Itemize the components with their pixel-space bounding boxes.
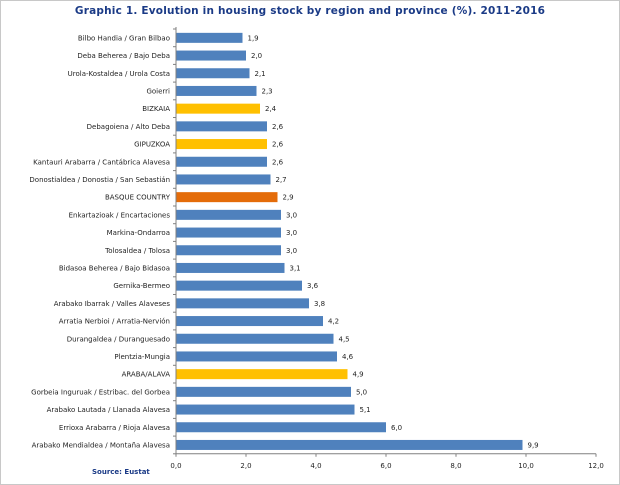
bar [176, 422, 386, 433]
category-label: Arratia Nerbioi / Arratia-Nervión [59, 318, 170, 326]
category-label: Gorbeia Inguruak / Estribac. del Gorbea [31, 388, 170, 396]
bar [176, 121, 267, 132]
bar [176, 439, 523, 450]
value-label: 4,5 [339, 335, 350, 343]
category-label: Bilbo Handia / Gran Bilbao [78, 34, 170, 42]
value-label: 2,6 [272, 141, 284, 149]
bar [176, 316, 323, 327]
category-label: BASQUE COUNTRY [105, 194, 171, 202]
bar [176, 227, 281, 238]
value-label: 4,2 [328, 318, 339, 326]
bar [176, 298, 309, 309]
bar [176, 139, 267, 150]
bar [176, 262, 285, 273]
bar [176, 280, 302, 291]
value-label: 3,0 [286, 247, 297, 255]
bar [176, 68, 250, 79]
category-label: Debagoiena / Alto Deba [87, 123, 170, 131]
chart-title: Graphic 1. Evolution in housing stock by… [74, 5, 546, 17]
value-label: 2,7 [276, 176, 287, 184]
value-label: 4,9 [353, 371, 364, 379]
category-label: Arabako Mendialdea / Montaña Alavesa [32, 441, 170, 449]
bar [176, 156, 267, 167]
bar [176, 192, 278, 203]
bar [176, 245, 281, 256]
category-label: ARABA/ALAVA [122, 371, 171, 379]
bar [176, 333, 334, 344]
category-label: Plentzia-Mungia [114, 353, 170, 361]
category-label: Arabako Lautada / Llanada Alavesa [47, 406, 170, 414]
axis-layer: Bilbo Handia / Gran Bilbao 1,9 Deba Behere… [29, 27, 604, 470]
category-label: Gernika-Bermeo [113, 282, 170, 290]
category-label: Durangaldea / Duranguesado [67, 335, 170, 343]
x-tick-label: 6,0 [380, 462, 391, 470]
bar [176, 351, 337, 362]
category-label: Errioxa Arabarra / Rioja Alavesa [59, 424, 170, 432]
category-label: Arabako Ibarrak / Valles Alaveses [54, 300, 171, 308]
source-note: Source: Eustat [92, 468, 150, 476]
bar [176, 404, 355, 415]
category-label: GIPUZKOA [134, 141, 170, 149]
value-label: 2,6 [272, 158, 284, 166]
value-label: 2,3 [262, 87, 273, 95]
value-label: 3,6 [307, 282, 319, 290]
x-tick-label: 10,0 [518, 462, 534, 470]
x-tick-label: 8,0 [450, 462, 461, 470]
category-label: Kantauri Arabarra / Cantábrica Alavesa [33, 158, 170, 166]
value-label: 5,1 [360, 406, 371, 414]
value-label: 5,0 [356, 388, 367, 396]
bar [176, 103, 260, 114]
value-label: 3,0 [286, 211, 297, 219]
value-label: 2,1 [255, 70, 266, 78]
value-label: 4,6 [342, 353, 354, 361]
value-label: 3,1 [290, 264, 301, 272]
category-label: Donostialdea / Donostia / San Sebastián [29, 176, 170, 184]
category-label: Bidasoa Beherea / Bajo Bidasoa [59, 264, 170, 272]
value-label: 2,6 [272, 123, 284, 131]
x-tick-label: 12,0 [588, 462, 604, 470]
category-label: Deba Beherea / Bajo Deba [77, 52, 170, 60]
category-label: Markina-Ondarroa [107, 229, 170, 237]
value-label: 2,0 [251, 52, 262, 60]
bar [176, 209, 281, 220]
x-tick-label: 2,0 [240, 462, 251, 470]
value-label: 3,0 [286, 229, 297, 237]
x-tick-label: 4,0 [310, 462, 321, 470]
bar [176, 50, 246, 61]
category-label: Urola-Kostaldea / Urola Costa [68, 70, 170, 78]
value-label: 6,0 [391, 424, 402, 432]
bars-layer [176, 32, 523, 450]
x-tick-label: 0,0 [170, 462, 181, 470]
bar [176, 32, 243, 43]
bar [176, 85, 257, 96]
category-label: Tolosaldea / Tolosa [104, 247, 170, 255]
category-label: BIZKAIA [142, 105, 170, 113]
value-label: 1,9 [248, 34, 259, 42]
value-label: 3,8 [314, 300, 325, 308]
bar [176, 386, 351, 397]
bar [176, 174, 271, 185]
bar [176, 369, 348, 380]
value-label: 2,4 [265, 105, 277, 113]
category-label: Goierri [146, 87, 170, 95]
value-label: 9,9 [528, 441, 539, 449]
category-label: Enkartazioak / Encartaciones [69, 211, 171, 219]
value-label: 2,9 [283, 194, 294, 202]
